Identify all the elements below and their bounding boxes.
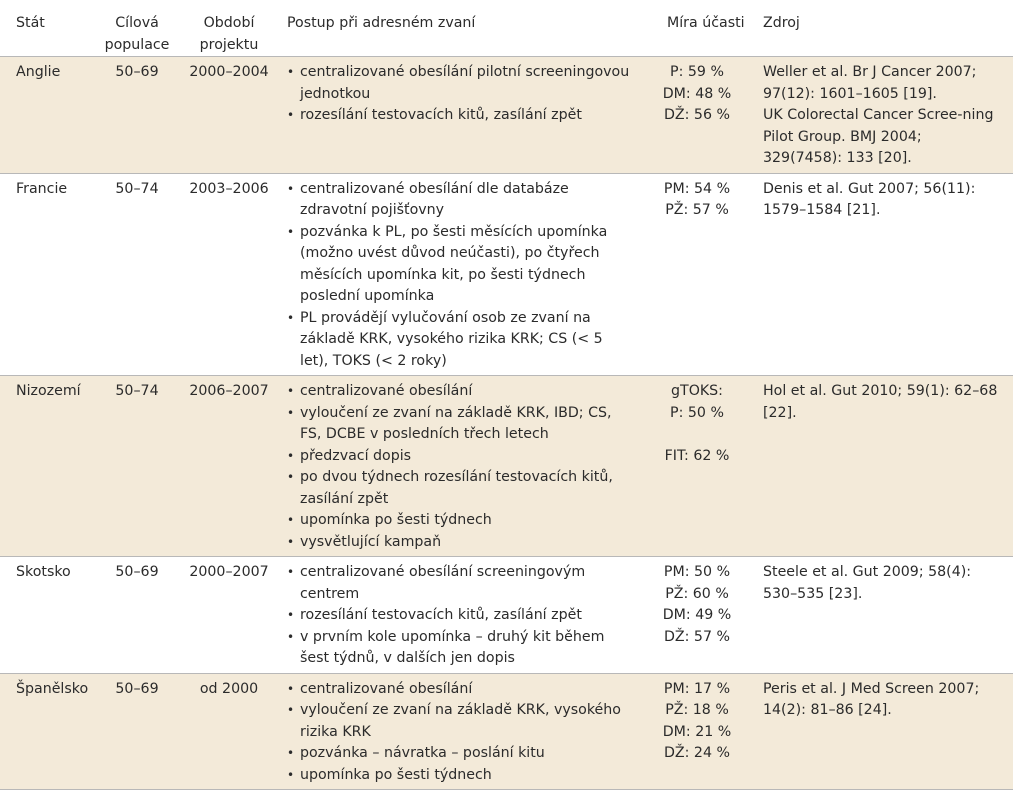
procedure-list: centralizované obesílání dle databáze zd…	[287, 179, 635, 373]
procedure-step: centralizované obesílání screeningovým c…	[287, 562, 635, 605]
source-reference: Denis et al. Gut 2007; 56(11): 1579–1584…	[763, 180, 976, 219]
cell-participation: gTOKS: P: 50 % FIT: 62 %	[641, 375, 753, 557]
header-period: Období projektu	[177, 0, 281, 57]
participation-value: P: 50 %	[670, 404, 724, 421]
procedure-step: centralizované obesílání pilotní screeni…	[287, 62, 635, 105]
cell-population: 50–69	[97, 673, 177, 790]
procedure-step: v prvním kole upomínka – druhý kit během…	[287, 627, 635, 670]
cell-procedure: centralizované obesílání screeningovým c…	[281, 556, 641, 674]
source-reference: UK Colorectal Cancer Scree-ning Pilot Gr…	[763, 107, 994, 166]
participation-value: PM: 50 %	[663, 564, 731, 580]
cell-participation: PM: 54 % PŽ: 57 %	[641, 173, 753, 376]
cell-source: Hol et al. Gut 2010; 59(1): 62–68 [22].	[753, 375, 1013, 557]
participation-value: PŽ: 60 %	[665, 585, 729, 602]
participation-value: DM: 48 %	[662, 85, 732, 102]
cell-period: 2006–2007	[177, 375, 281, 557]
cell-procedure: centralizované obesílání pilotní screeni…	[281, 56, 641, 174]
participation-value: PŽ: 57 %	[665, 202, 729, 218]
procedure-step: pozvánka k PL, po šesti měsících upomínk…	[287, 222, 635, 308]
procedure-list: centralizované obesílánívyloučení ze zva…	[287, 679, 635, 787]
cell-state: Skotsko	[0, 556, 97, 674]
procedure-step: centralizované obesílání	[287, 381, 635, 403]
table-header-row: Stát Cílová populace Období projektu Pos…	[0, 0, 1013, 57]
cell-source: Peris et al. J Med Screen 2007; 14(2): 8…	[753, 673, 1013, 790]
cell-state: Španělsko	[0, 673, 97, 790]
participation-spacer	[647, 424, 747, 446]
source-reference: Steele et al. Gut 2009; 58(4): 530–535 […	[763, 564, 972, 602]
procedure-step: rozesílání testovacích kitů, zasílání zp…	[287, 105, 635, 127]
header-participation: Míra účasti	[641, 0, 753, 57]
cell-population: 50–69	[97, 56, 177, 174]
participation-value: P: 59 %	[670, 64, 724, 80]
cell-participation: P: 59 % DM: 48 % DŽ: 56 %	[641, 56, 753, 174]
participation-value: DM: 49 %	[662, 607, 732, 623]
cell-state: Francie	[0, 173, 97, 376]
cell-source: Steele et al. Gut 2009; 58(4): 530–535 […	[753, 556, 1013, 674]
participation-value: gTOKS:	[671, 383, 723, 399]
procedure-step: rozesílání testovacích kitů, zasílání zp…	[287, 605, 635, 627]
participation-value: PM: 17 %	[663, 680, 731, 697]
procedure-list: centralizované obesílání screeningovým c…	[287, 562, 635, 670]
cell-period: 2000–2004	[177, 56, 281, 174]
cell-state: Anglie	[0, 56, 97, 174]
procedure-step: vyloučení ze zvaní na základě KRK, IBD; …	[287, 403, 635, 446]
cell-procedure: centralizované obesílánívyloučení ze zva…	[281, 375, 641, 557]
cell-procedure: centralizované obesílání dle databáze zd…	[281, 173, 641, 376]
procedure-list: centralizované obesílánívyloučení ze zva…	[287, 381, 635, 553]
header-procedure: Postup při adresném zvaní	[281, 0, 641, 57]
procedure-step: centralizované obesílání	[287, 679, 635, 701]
header-source: Zdroj	[753, 0, 1013, 57]
participation-value: DŽ: 24 %	[664, 745, 730, 761]
source-reference: Hol et al. Gut 2010; 59(1): 62–68 [22].	[763, 383, 998, 421]
cell-population: 50–74	[97, 375, 177, 557]
procedure-step: vysvětlující kampaň	[287, 532, 635, 554]
cell-participation: PM: 17 % PŽ: 18 % DM: 21 % DŽ: 24 %	[641, 673, 753, 790]
participation-value: PŽ: 18 %	[665, 702, 729, 718]
procedure-step: upomínka po šesti týdnech	[287, 510, 635, 532]
procedure-step: po dvou týdnech rozesílání testovacích k…	[287, 467, 635, 510]
participation-value: DM: 21 %	[662, 723, 732, 740]
participation-value: PM: 54 %	[663, 180, 731, 197]
cell-state: Nizozemí	[0, 375, 97, 557]
participation-value: FIT: 62 %	[664, 447, 730, 464]
cell-procedure: centralizované obesílánívyloučení ze zva…	[281, 673, 641, 790]
procedure-step: upomínka po šesti týdnech	[287, 765, 635, 787]
cell-population: 50–69	[97, 556, 177, 674]
procedure-step: pozvánka – návratka – poslání kitu	[287, 743, 635, 765]
participation-value: DŽ: 56 %	[664, 107, 730, 123]
cell-participation: PM: 50 % PŽ: 60 % DM: 49 % DŽ: 57 %	[641, 556, 753, 674]
cell-population: 50–74	[97, 173, 177, 376]
cell-source: Weller et al. Br J Cancer 2007; 97(12): …	[753, 56, 1013, 174]
source-reference: Weller et al. Br J Cancer 2007; 97(12): …	[763, 64, 977, 102]
header-state: Stát	[0, 0, 97, 57]
procedure-step: PL provádějí vylučování osob ze zvaní na…	[287, 308, 635, 373]
source-reference: Peris et al. J Med Screen 2007; 14(2): 8…	[763, 680, 980, 719]
header-population: Cílová populace	[97, 0, 177, 57]
cell-period: 2000–2007	[177, 556, 281, 674]
procedure-step: vyloučení ze zvaní na základě KRK, vysok…	[287, 700, 635, 743]
procedure-step: předzvací dopis	[287, 446, 635, 468]
procedure-list: centralizované obesílání pilotní screeni…	[287, 62, 635, 127]
cell-period: 2003–2006	[177, 173, 281, 376]
cell-period: od 2000	[177, 673, 281, 790]
procedure-step: centralizované obesílání dle databáze zd…	[287, 179, 635, 222]
participation-value: DŽ: 57 %	[664, 628, 730, 645]
cell-source: Denis et al. Gut 2007; 56(11): 1579–1584…	[753, 173, 1013, 376]
